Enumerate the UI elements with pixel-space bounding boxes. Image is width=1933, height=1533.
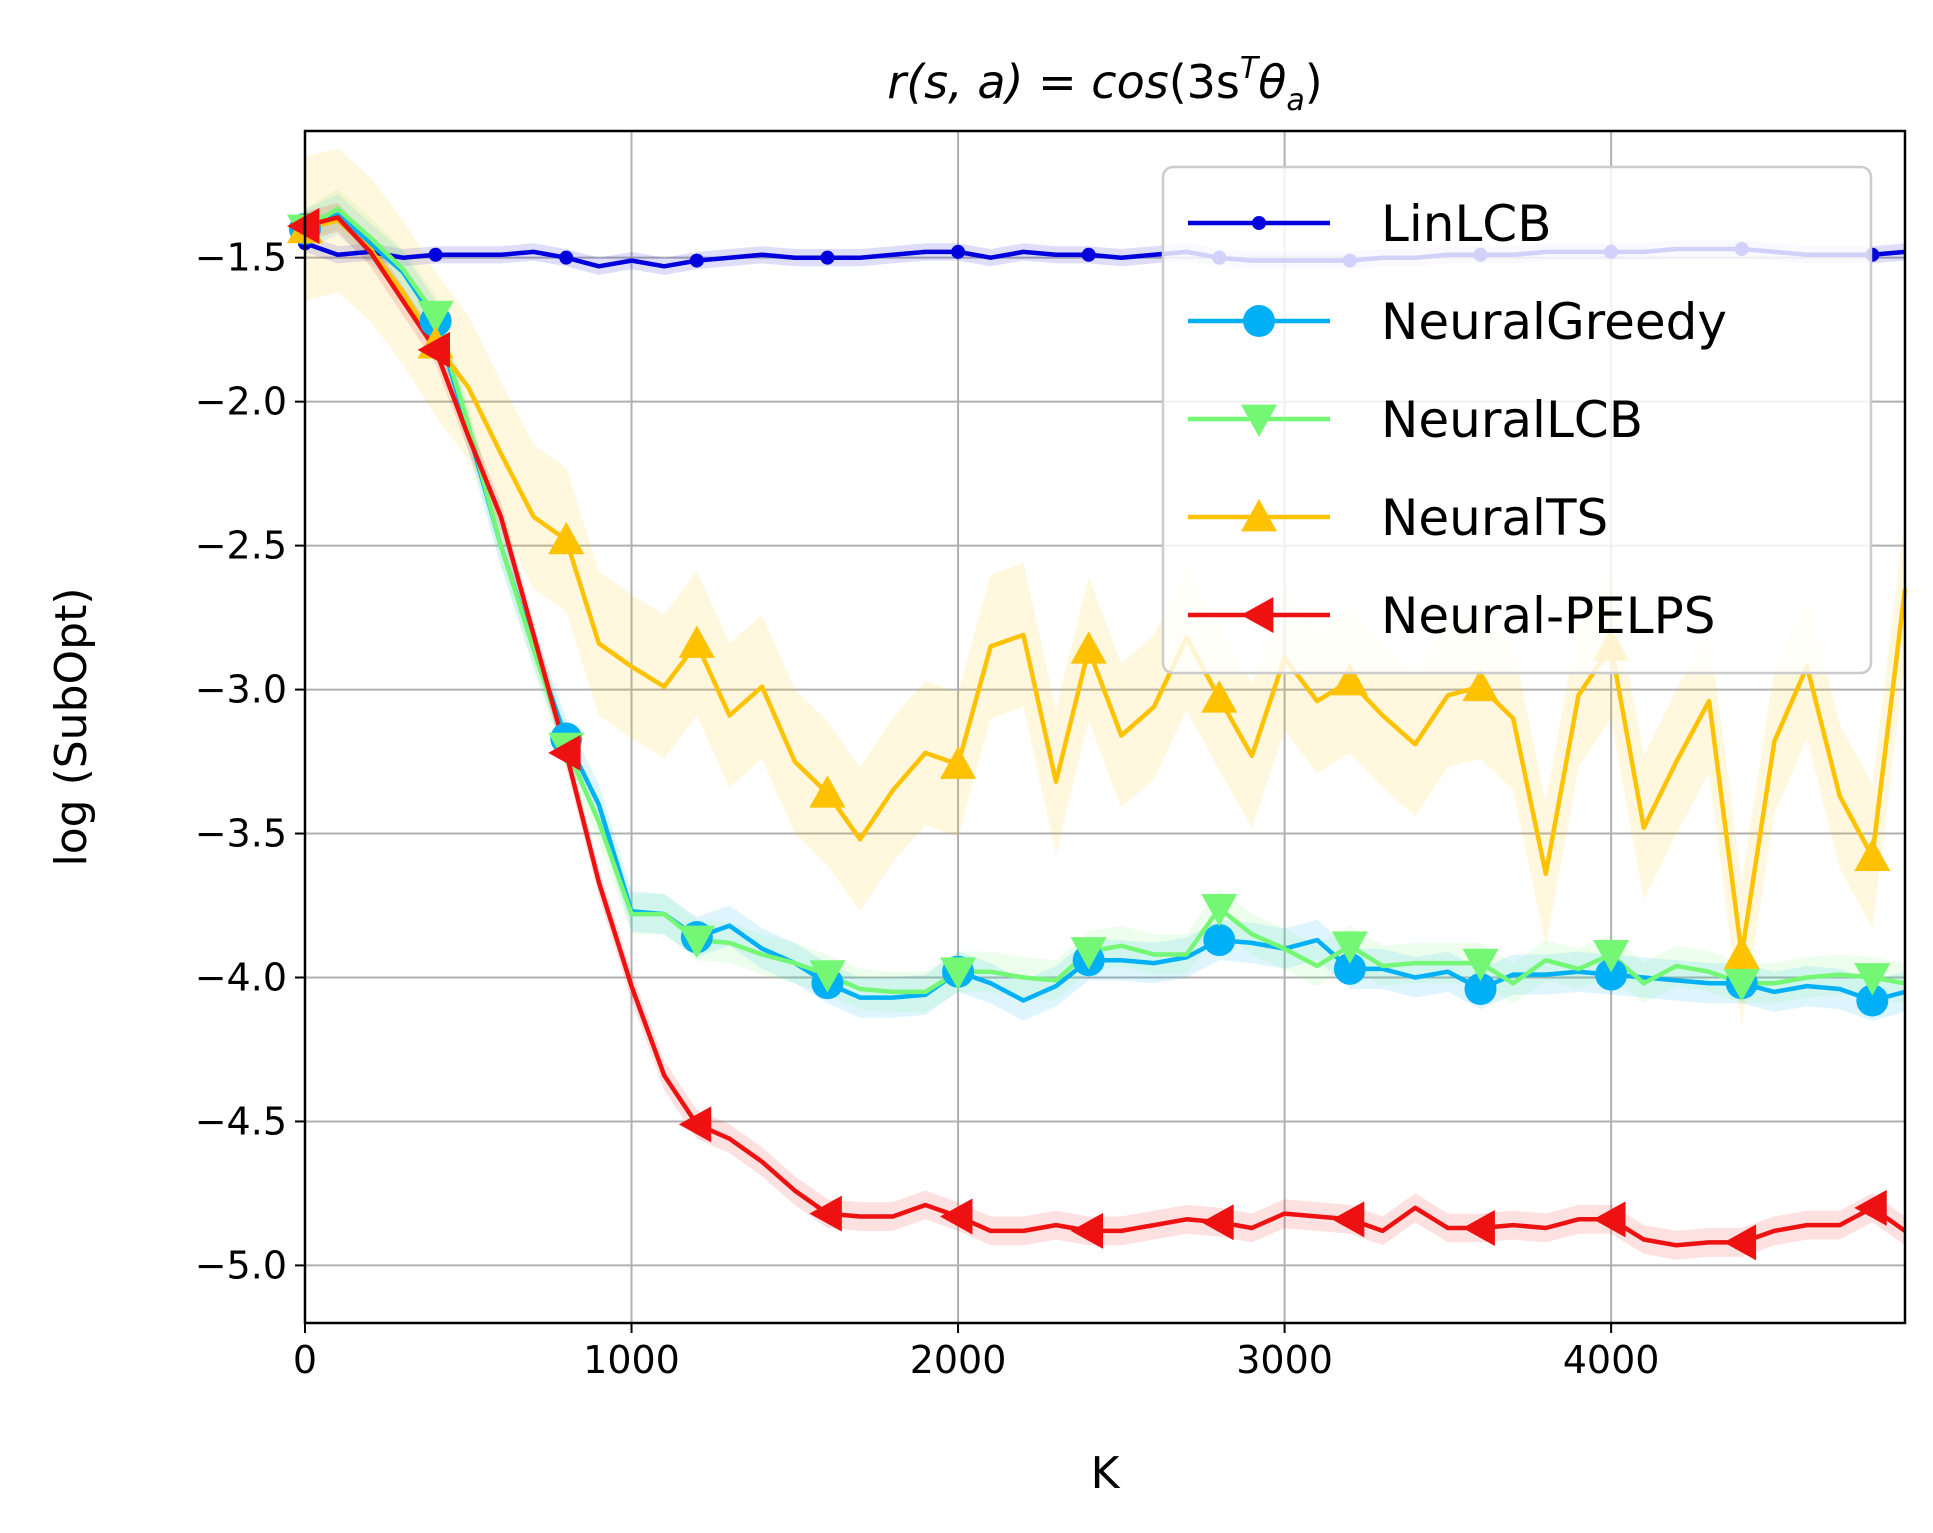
neuralgreedy-marker xyxy=(1333,952,1366,985)
y-tick-label: −2.0 xyxy=(195,380,287,424)
neurallcb-marker xyxy=(1854,963,1891,996)
neuralgreedy-marker xyxy=(1464,973,1497,1006)
legend-label: NeuralTS xyxy=(1381,489,1608,547)
chart-title: r(s, a) = cos(3sTθa) xyxy=(887,51,1322,118)
linlcb-marker xyxy=(689,253,704,268)
neural-pelps-marker xyxy=(1331,1201,1365,1238)
y-tick-label: −1.5 xyxy=(195,236,287,280)
y-tick-label: −4.5 xyxy=(195,1099,287,1143)
linlcb-marker xyxy=(559,250,574,265)
legend-marker xyxy=(1241,597,1274,633)
legend-label: NeuralGreedy xyxy=(1381,293,1727,351)
neuralts-marker xyxy=(678,625,715,658)
legend-item-neurallcb: NeuralLCB xyxy=(1188,391,1643,449)
y-axis-ticks: −1.5 −2.0 −2.5 −3.0 −3.5 −4.0 −4.5 −5.0 xyxy=(195,236,305,1287)
neuralts-marker xyxy=(940,746,977,779)
legend-marker xyxy=(1241,499,1277,532)
neurallcb-marker xyxy=(417,300,454,334)
neuralts-marker xyxy=(1723,936,1760,969)
neuralgreedy-marker xyxy=(1203,924,1236,957)
neurallcb-marker xyxy=(1723,968,1760,1002)
neural-pelps-marker xyxy=(287,208,320,245)
neural-pelps-marker xyxy=(940,1198,973,1235)
neural-pelps-marker xyxy=(1723,1224,1757,1261)
neurallcb-marker xyxy=(809,960,846,993)
neural-pelps-marker xyxy=(417,331,451,368)
legend-item-neural-pelps: Neural-PELPS xyxy=(1188,587,1715,645)
neuralts-marker xyxy=(1331,662,1368,696)
neural-pelps-marker xyxy=(1593,1201,1626,1238)
x-axis-label: K xyxy=(1091,1448,1121,1499)
x-tick-label: 1000 xyxy=(583,1338,680,1382)
x-axis-ticks: 0 1000 2000 3000 4000 xyxy=(293,1323,1660,1382)
x-tick-label: 3000 xyxy=(1236,1338,1333,1382)
neuralts-marker xyxy=(809,775,846,808)
y-tick-label: −4.0 xyxy=(195,955,287,999)
legend-label: NeuralLCB xyxy=(1381,391,1643,449)
linlcb-marker xyxy=(951,244,966,259)
neural-pelps-marker xyxy=(1201,1204,1234,1241)
neuralts-line xyxy=(304,218,1908,957)
neural-pelps-marker xyxy=(809,1195,842,1232)
neurallcb-marker xyxy=(1462,948,1499,982)
y-tick-label: −5.0 xyxy=(195,1243,287,1287)
series-markers xyxy=(287,208,1891,1261)
legend-marker xyxy=(1243,305,1275,337)
neural-pelps-marker xyxy=(1462,1209,1495,1246)
legend-label: Neural-PELPS xyxy=(1381,587,1715,645)
y-axis-label: log (SubOpt) xyxy=(46,588,97,867)
linlcb-marker xyxy=(1081,247,1096,262)
neuralts-marker xyxy=(1070,631,1107,664)
legend-item-linlcb: LinLCB xyxy=(1188,195,1552,253)
neuralts-marker xyxy=(1201,680,1238,713)
neurallcb-marker xyxy=(1593,940,1630,973)
neurallcb-marker xyxy=(1070,937,1107,970)
neural-pelps-marker xyxy=(1070,1212,1104,1249)
neurallcb-marker xyxy=(1331,931,1368,964)
neural-pelps-marker xyxy=(678,1106,712,1143)
linlcb-marker xyxy=(428,247,443,262)
neural-pelps-marker xyxy=(1854,1189,1887,1226)
legend-item-neuralgreedy: NeuralGreedy xyxy=(1188,293,1727,351)
legend-marker xyxy=(1241,404,1277,437)
neuralts-marker xyxy=(1854,838,1891,871)
y-tick-label: −3.0 xyxy=(195,668,287,712)
x-tick-label: 0 xyxy=(293,1338,317,1382)
neural-pelps-line xyxy=(304,215,1907,1248)
neurallcb-marker xyxy=(940,957,977,990)
linlcb-marker xyxy=(820,250,835,265)
plot-frame xyxy=(303,129,1907,1325)
neuralts-marker xyxy=(1462,668,1499,702)
neurallcb-marker xyxy=(1201,893,1238,927)
neuralts-marker xyxy=(548,521,585,555)
x-tick-label: 4000 xyxy=(1563,1338,1660,1382)
neural-pelps-marker xyxy=(548,734,581,771)
y-tick-label: −2.5 xyxy=(195,524,287,568)
neuralgreedy-marker xyxy=(1856,984,1889,1017)
neuralgreedy-marker xyxy=(1595,958,1628,991)
neurallcb-marker xyxy=(678,925,715,959)
legend-item-neuralts: NeuralTS xyxy=(1188,489,1608,547)
y-tick-label: −3.5 xyxy=(195,812,287,856)
x-tick-label: 2000 xyxy=(910,1338,1007,1382)
legend-label: LinLCB xyxy=(1381,195,1552,253)
legend-marker xyxy=(1252,216,1266,230)
legend-box xyxy=(1161,165,1873,675)
legend: LinLCB NeuralGreedy NeuralLCB NeuralTS Neura… xyxy=(1161,165,1873,675)
